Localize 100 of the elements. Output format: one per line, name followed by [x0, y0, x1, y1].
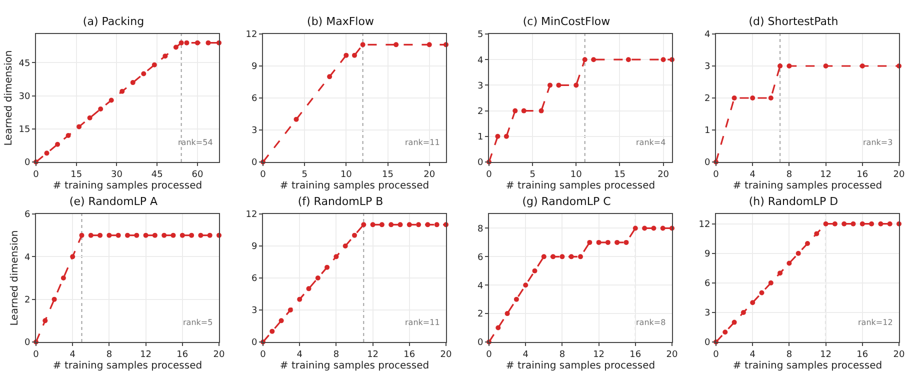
x-tick-label: 20	[423, 170, 435, 180]
point	[162, 54, 168, 59]
y-tick-label: 0	[704, 158, 710, 168]
point	[582, 57, 588, 62]
point	[173, 44, 178, 50]
y-tick-label: 3	[704, 308, 710, 319]
point	[66, 133, 71, 138]
x-tick-label: 20	[440, 350, 452, 360]
point	[660, 226, 666, 231]
point	[777, 64, 782, 68]
point	[79, 232, 84, 238]
point	[568, 254, 574, 260]
x-tick-label: 20	[892, 350, 904, 360]
annotation: rank=12	[858, 318, 892, 327]
y-tick-label: 12	[245, 210, 257, 220]
chart-title: (d) ShortestPath	[748, 15, 838, 28]
x-axis-title: # training samples processed	[279, 360, 429, 372]
point	[548, 82, 552, 88]
x-tick-label: 10	[340, 170, 352, 180]
point	[152, 62, 157, 68]
point	[841, 221, 846, 226]
x-tick-label: 20	[892, 170, 904, 180]
point	[814, 231, 819, 236]
point	[850, 221, 856, 226]
point	[343, 52, 348, 58]
x-tick-label: 4	[522, 350, 529, 360]
point	[324, 264, 330, 270]
point	[360, 222, 366, 228]
point	[352, 232, 356, 238]
x-tick-label: 8	[332, 350, 339, 360]
point	[76, 124, 82, 130]
point	[269, 328, 274, 334]
point	[523, 282, 528, 288]
point	[180, 232, 185, 238]
x-tick-label: 5	[530, 170, 536, 180]
y-tick-label: 6	[704, 279, 710, 290]
point	[296, 296, 302, 302]
x-tick-label: 8	[786, 170, 792, 180]
y-tick-label: 0	[250, 338, 257, 348]
point	[750, 300, 755, 306]
x-tick-label: 0	[712, 170, 719, 180]
y-tick-label: 2	[477, 106, 484, 117]
x-tick-label: 16	[856, 350, 868, 360]
y-tick-label: 0	[477, 338, 484, 348]
chart-title: (e) RandomLP A	[69, 195, 158, 208]
point	[42, 318, 48, 324]
point	[170, 232, 176, 238]
point	[651, 226, 656, 231]
point	[134, 232, 140, 238]
point	[786, 64, 792, 68]
y-tick-label: 9	[250, 242, 257, 252]
point	[52, 296, 57, 302]
y-tick-label: 0	[24, 338, 30, 348]
point	[556, 82, 562, 88]
y-tick-label: 4	[477, 281, 484, 292]
y-tick-label: 4	[704, 30, 710, 40]
y-tick-label: 6	[24, 210, 30, 220]
x-axis-title: # training samples processed	[732, 360, 882, 372]
chart-title: (h) RandomLP D	[748, 195, 838, 208]
point	[768, 280, 773, 286]
x-axis-title: # training samples processed	[506, 180, 656, 192]
point	[352, 52, 356, 58]
chart-title: (g) RandomLP C	[522, 195, 612, 208]
y-tick-label: 3	[250, 306, 257, 316]
point	[626, 57, 631, 62]
x-tick-label: 12	[140, 350, 152, 360]
annotation: rank=8	[636, 318, 666, 327]
annotation: rank=3	[862, 138, 892, 147]
annotation: rank=54	[178, 138, 213, 147]
point	[198, 232, 204, 238]
point	[162, 232, 167, 238]
point	[278, 318, 284, 324]
x-tick-label: 0	[260, 350, 266, 360]
chart-title: (c) MinCostFlow	[522, 15, 610, 28]
point	[722, 330, 728, 335]
chart-title: (b) MaxFlow	[306, 15, 374, 28]
point	[189, 232, 194, 238]
point	[152, 232, 158, 238]
point	[512, 108, 518, 114]
point	[642, 226, 648, 231]
y-tick-label: 15	[18, 125, 30, 136]
point	[804, 241, 810, 246]
x-tick-label: 45	[151, 170, 163, 180]
point	[632, 226, 638, 231]
x-tick-label: 5	[301, 170, 307, 180]
y-tick-label: 0	[250, 158, 257, 168]
point	[521, 108, 526, 114]
point	[578, 254, 583, 260]
y-tick-label: 9	[704, 250, 710, 260]
y-axis-title: Learned dimension	[9, 230, 20, 326]
point	[306, 286, 311, 292]
y-tick-label: 45	[18, 58, 30, 69]
y-tick-label: 3	[477, 81, 484, 92]
y-tick-label: 3	[250, 126, 257, 136]
y-tick-label: 6	[250, 274, 257, 284]
point	[504, 134, 509, 139]
x-tick-label: 30	[111, 170, 123, 180]
point	[116, 232, 121, 238]
x-tick-label: 20	[666, 350, 678, 360]
point	[574, 82, 579, 88]
